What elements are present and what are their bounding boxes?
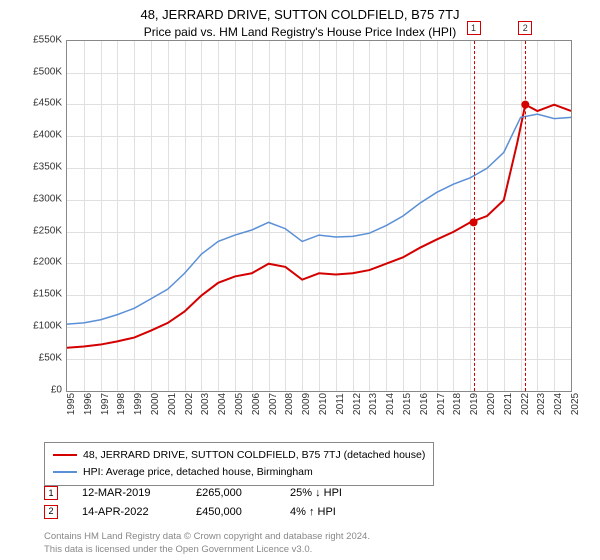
- attribution-line-2: This data is licensed under the Open Gov…: [44, 544, 370, 556]
- y-tick-label: £450K: [28, 98, 62, 109]
- figure-container: 48, JERRARD DRIVE, SUTTON COLDFIELD, B75…: [0, 0, 600, 560]
- callout-box: 2: [518, 21, 532, 35]
- chart-lines-svg: [67, 41, 571, 391]
- y-tick-label: £500K: [28, 66, 62, 77]
- event-hpi-delta: 25% ↓ HPI: [290, 484, 370, 503]
- chart-area: £0 £50K £100K £150K £200K £250K £300K £350K £400…: [30, 40, 590, 420]
- y-tick-label: £200K: [28, 257, 62, 268]
- legend-swatch: [53, 454, 77, 456]
- y-tick-label: £0: [28, 384, 62, 395]
- sale-events-table: 1 12-MAR-2019 £265,000 25% ↓ HPI 2 14-APR-202…: [44, 484, 370, 521]
- legend-row: HPI: Average price, detached house, Birm…: [53, 464, 425, 481]
- x-tick-label: 2025: [570, 393, 592, 415]
- chart-title-block: 48, JERRARD DRIVE, SUTTON COLDFIELD, B75…: [0, 0, 600, 40]
- event-price: £265,000: [196, 484, 266, 503]
- y-tick-label: £300K: [28, 193, 62, 204]
- title-line-1: 48, JERRARD DRIVE, SUTTON COLDFIELD, B75…: [0, 6, 600, 24]
- y-tick-label: £150K: [28, 289, 62, 300]
- series-hpi: [67, 114, 571, 324]
- event-hpi-delta: 4% ↑ HPI: [290, 503, 370, 522]
- legend-row: 48, JERRARD DRIVE, SUTTON COLDFIELD, B75…: [53, 447, 425, 464]
- legend: 48, JERRARD DRIVE, SUTTON COLDFIELD, B75…: [44, 442, 434, 486]
- y-tick-label: £100K: [28, 321, 62, 332]
- series-property: [67, 104, 571, 347]
- legend-label: 48, JERRARD DRIVE, SUTTON COLDFIELD, B75…: [83, 447, 425, 464]
- y-tick-label: £250K: [28, 225, 62, 236]
- legend-label: HPI: Average price, detached house, Birm…: [83, 464, 313, 481]
- event-row: 1 12-MAR-2019 £265,000 25% ↓ HPI: [44, 484, 370, 503]
- event-date: 12-MAR-2019: [82, 484, 172, 503]
- callout-line: [525, 41, 526, 391]
- y-tick-label: £50K: [28, 352, 62, 363]
- event-marker-box: 2: [44, 505, 58, 519]
- y-tick-label: £350K: [28, 162, 62, 173]
- callout-box: 1: [467, 21, 481, 35]
- attribution-text: Contains HM Land Registry data © Crown c…: [44, 531, 370, 556]
- plot-area: 12: [66, 40, 572, 392]
- event-price: £450,000: [196, 503, 266, 522]
- y-tick-label: £400K: [28, 130, 62, 141]
- event-row: 2 14-APR-2022 £450,000 4% ↑ HPI: [44, 503, 370, 522]
- legend-swatch: [53, 471, 77, 473]
- event-date: 14-APR-2022: [82, 503, 172, 522]
- attribution-line-1: Contains HM Land Registry data © Crown c…: [44, 531, 370, 543]
- y-tick-label: £550K: [28, 34, 62, 45]
- event-marker-box: 1: [44, 486, 58, 500]
- callout-line: [474, 41, 475, 391]
- title-line-2: Price paid vs. HM Land Registry's House …: [0, 24, 600, 40]
